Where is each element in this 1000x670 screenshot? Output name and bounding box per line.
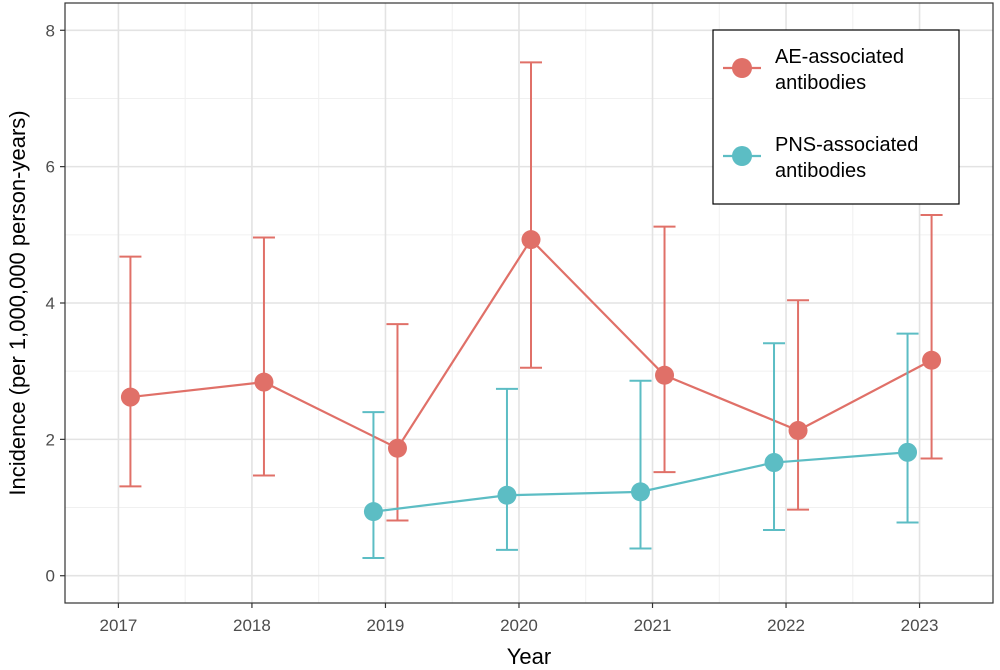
data-point — [497, 485, 517, 505]
y-tick-label: 0 — [46, 567, 55, 586]
data-point — [387, 438, 407, 458]
data-point — [922, 350, 942, 370]
series-ae — [119, 61, 943, 522]
y-tick-label: 2 — [46, 430, 55, 449]
data-point — [788, 421, 808, 440]
x-tick-label: 2017 — [99, 616, 137, 635]
legend-label: AE-associated — [775, 46, 904, 68]
data-point — [655, 365, 675, 385]
x-tick-label: 2022 — [767, 616, 805, 635]
legend-box — [712, 29, 960, 205]
series-pns — [362, 332, 919, 559]
legend-key-point — [732, 58, 752, 78]
legend-label: antibodies — [775, 160, 866, 182]
x-tick-label: 2020 — [500, 616, 538, 635]
y-tick-label: 8 — [46, 21, 55, 40]
legend-key-point — [732, 146, 752, 166]
data-point — [630, 482, 650, 502]
data-point — [363, 502, 383, 522]
x-axis-title: Year — [507, 644, 551, 669]
data-point — [898, 442, 918, 462]
legend-label: PNS-associated — [775, 134, 918, 156]
y-tick-label: 6 — [46, 158, 55, 177]
x-tick-label: 2023 — [901, 616, 939, 635]
data-point — [254, 372, 274, 392]
legend-label: antibodies — [775, 72, 866, 94]
data-point — [764, 453, 784, 473]
y-tick-label: 4 — [46, 294, 55, 313]
y-axis-title: Incidence (per 1,000,000 person-years) — [5, 110, 30, 495]
legend-item: PNS-associated antibodies — [723, 134, 918, 182]
series-layer — [119, 61, 943, 559]
legend: AE-associated antibodies PNS-associated ant… — [712, 29, 960, 205]
x-tick-label: 2021 — [634, 616, 672, 635]
data-point — [521, 230, 541, 250]
x-tick-label: 2018 — [233, 616, 271, 635]
x-tick-label: 2019 — [367, 616, 405, 635]
legend-item: AE-associated antibodies — [723, 46, 904, 94]
data-point — [120, 387, 140, 407]
axis-ticks: 2017 2018 2019 2020 2021 2022 2023 0 2 4 6 8 — [46, 21, 939, 635]
